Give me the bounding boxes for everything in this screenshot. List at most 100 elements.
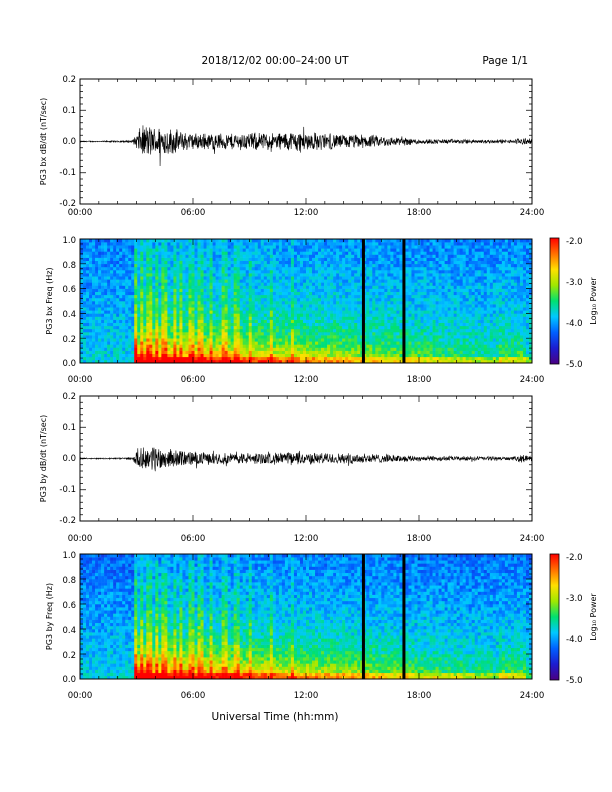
spectrogram-cell <box>423 239 427 243</box>
spectrogram-cell <box>284 316 289 320</box>
spectrogram-cell <box>393 297 397 302</box>
spectrogram-cell <box>233 294 237 299</box>
spectrogram-cell <box>116 350 120 354</box>
spectrogram-cell <box>429 248 433 252</box>
spectrogram-cell <box>369 301 373 305</box>
spectrogram-cell <box>284 266 289 271</box>
spectrogram-cell <box>275 285 280 289</box>
spectrogram-cell <box>360 322 364 327</box>
spectrogram-cell <box>384 353 388 358</box>
spectrogram-cell <box>173 254 177 258</box>
spectrogram-cell <box>176 288 180 292</box>
spectrogram-cell <box>333 322 337 327</box>
spectrogram-cell <box>333 328 337 333</box>
spectrogram-cell <box>206 347 210 351</box>
spectrogram-cell <box>134 338 138 342</box>
spectrogram-cell <box>209 279 213 283</box>
spectrogram-cell <box>113 353 117 358</box>
spectrogram-cell <box>182 242 186 246</box>
spectrogram-cell <box>387 251 391 255</box>
spectrogram-cell <box>254 266 259 271</box>
spectrogram-cell <box>423 242 427 246</box>
spectrogram-cell <box>206 273 210 277</box>
spectrogram-cell <box>212 245 216 249</box>
spectrogram-cell <box>435 285 439 289</box>
spectrogram-cell <box>176 319 180 323</box>
spectrogram-cell <box>194 344 198 348</box>
spectrogram-cell <box>245 282 250 286</box>
spectrogram-cell <box>309 359 313 364</box>
spectrogram-cell <box>227 313 231 317</box>
spectrogram-cell <box>357 301 361 305</box>
spectrogram-cell <box>104 347 108 351</box>
spectrogram-cell <box>155 347 159 351</box>
spectrogram-cell <box>330 332 334 336</box>
spectrogram-cell <box>393 239 397 243</box>
spectrogram-cell <box>215 316 219 320</box>
spectrogram-cell <box>408 338 412 342</box>
spectrogram-cell <box>423 276 427 280</box>
spectrogram-cell <box>435 245 439 249</box>
spectrogram-cell <box>86 294 90 299</box>
spectrogram-cell <box>110 344 114 348</box>
spectrogram-cell <box>378 242 382 246</box>
spectrogram-cell <box>375 353 379 358</box>
spectrogram-cell <box>372 276 376 280</box>
spectrogram-cell <box>302 301 307 305</box>
spectrogram-cell <box>83 304 87 308</box>
spectrogram-cell <box>101 350 105 354</box>
spectrogram-cell <box>215 353 219 358</box>
spectrogram-cell <box>173 353 177 358</box>
spectrogram-cell <box>212 344 216 348</box>
spectrogram-cell <box>83 344 87 348</box>
spectrogram-cell <box>245 353 250 358</box>
spectrogram-cell <box>125 285 129 289</box>
spectrogram-cell <box>263 239 268 243</box>
spectrogram-cell <box>125 356 129 361</box>
spectrogram-cell <box>92 245 96 249</box>
spectrogram-cell <box>302 325 307 330</box>
spectrogram-cell <box>86 316 90 320</box>
spectrogram-cell <box>432 301 436 305</box>
spectrogram-cell <box>227 245 231 249</box>
spectrogram-cell <box>227 282 231 286</box>
spectrogram-cell <box>266 245 271 249</box>
spectrogram-cell <box>128 273 132 277</box>
spectrogram-cell <box>239 356 244 361</box>
spectrogram-cell <box>333 242 337 246</box>
spectrogram-cell <box>164 279 168 283</box>
spectrogram-cell <box>203 325 207 330</box>
spectrogram-cell <box>89 353 93 358</box>
spectrogram-cell <box>218 301 222 305</box>
spectrogram-cell <box>101 297 105 302</box>
spectrogram-cell <box>125 251 129 255</box>
spectrogram-cell <box>447 350 451 354</box>
spectrogram-cell <box>209 273 213 277</box>
spectrogram-cell <box>251 294 256 299</box>
spectrogram-cell <box>185 297 189 302</box>
spectrogram-cell <box>176 242 180 246</box>
spectrogram-cell <box>185 239 189 243</box>
spectrogram-cell <box>116 310 120 314</box>
spectrogram-cell <box>164 359 168 364</box>
spectrogram-cell <box>215 325 219 330</box>
spectrogram-cell <box>444 344 448 348</box>
spectrogram-cell <box>348 270 352 274</box>
spectrogram-cell <box>254 310 259 314</box>
spectrogram-cell <box>158 307 162 311</box>
spectrogram-cell <box>393 248 397 252</box>
spectrogram-cell <box>257 263 262 268</box>
spectrogram-cell <box>384 248 388 252</box>
spectrogram-cell <box>185 251 189 255</box>
spectrogram-cell <box>122 307 126 311</box>
spectrogram-cell <box>360 297 364 302</box>
spectrogram-cell <box>167 254 171 258</box>
spectrogram-cell <box>200 353 204 358</box>
spectrogram-cell <box>206 294 210 299</box>
spectrogram-cell <box>444 332 448 336</box>
spectrogram-cell <box>336 350 340 354</box>
spectrogram-cell <box>224 288 228 292</box>
spectrogram-cell <box>221 285 225 289</box>
spectrogram-cell <box>354 313 358 317</box>
spectrogram-cell <box>281 294 286 299</box>
